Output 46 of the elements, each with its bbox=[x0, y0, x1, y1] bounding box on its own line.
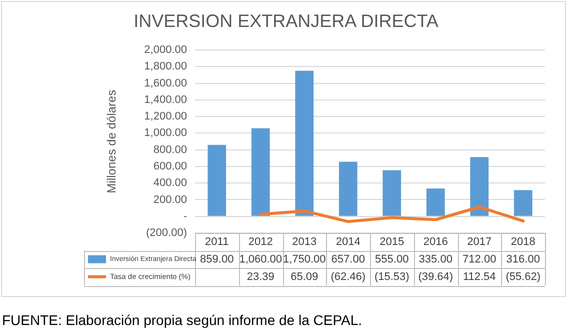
x-tick-label: 2013 bbox=[292, 236, 317, 248]
y-tick-label: - bbox=[183, 210, 188, 222]
data-label: 23.39 bbox=[246, 270, 274, 283]
y-tick-label: 200.00 bbox=[153, 194, 187, 206]
bar bbox=[514, 190, 532, 216]
bar bbox=[382, 170, 402, 216]
x-tick-label: 2016 bbox=[423, 236, 448, 248]
y-tick-label: 1,800.00 bbox=[144, 60, 187, 73]
bar bbox=[338, 162, 358, 216]
y-tick-label: 2,000.00 bbox=[144, 44, 187, 56]
data-label: (39.64) bbox=[418, 270, 454, 283]
source-note: FUENTE: Elaboración propia según informe de la CEPAL. bbox=[2, 312, 362, 328]
data-label: (15.53) bbox=[374, 270, 410, 283]
data-label: 65.09 bbox=[290, 270, 318, 283]
x-tick-label: 2011 bbox=[205, 236, 229, 248]
data-label: 1,060.00 bbox=[239, 253, 282, 266]
y-tick-label: 400.00 bbox=[153, 177, 187, 190]
x-tick-label: 2014 bbox=[336, 236, 360, 248]
data-label: 335.00 bbox=[418, 253, 452, 266]
y-axis-title: Millones de dólares bbox=[104, 90, 118, 194]
data-label: 1,750.00 bbox=[282, 253, 326, 266]
y-tick-label: 1,000.00 bbox=[144, 127, 187, 140]
y-tick-label: (200.00) bbox=[146, 227, 187, 240]
y-tick-label: 1,200.00 bbox=[144, 110, 187, 123]
y-tick-label: 800.00 bbox=[153, 144, 187, 156]
bar bbox=[470, 157, 489, 216]
chart-title: INVERSION EXTRANJERA DIRECTA bbox=[134, 10, 438, 31]
x-tick-label: 2012 bbox=[248, 236, 273, 248]
bar bbox=[295, 70, 314, 216]
data-label: 712.00 bbox=[462, 253, 496, 266]
data-label: 316.00 bbox=[506, 253, 540, 266]
y-tick-label: 600.00 bbox=[153, 160, 187, 172]
y-tick-label: 1,600.00 bbox=[144, 77, 187, 90]
y-tick-label: 1,400.00 bbox=[144, 94, 187, 106]
bar bbox=[208, 144, 226, 216]
bar bbox=[251, 128, 270, 216]
data-label: 555.00 bbox=[375, 253, 409, 266]
x-tick-label: 2018 bbox=[510, 236, 536, 248]
data-label: 859.00 bbox=[200, 253, 234, 266]
data-label: 657.00 bbox=[331, 253, 365, 266]
bar bbox=[426, 188, 445, 216]
data-label: (55.62) bbox=[506, 270, 541, 283]
x-tick-label: 2017 bbox=[467, 236, 492, 248]
x-tick-label: 2015 bbox=[380, 236, 404, 248]
data-label: (62.46) bbox=[330, 270, 366, 283]
data-label: 112.54 bbox=[462, 270, 496, 283]
